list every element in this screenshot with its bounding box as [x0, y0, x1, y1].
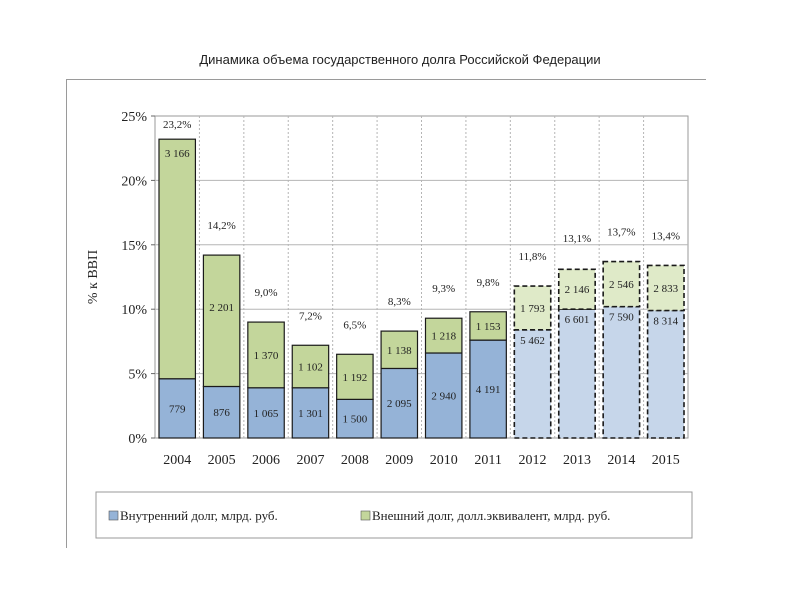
data-label-external: 3 166	[165, 148, 190, 160]
data-labels: 779 3 166 23,2% 876 2 201 14,2% 1 065 1 370 9,0%…	[163, 119, 680, 426]
y-tick-label: 20%	[121, 174, 147, 189]
bar-external	[291, 344, 330, 389]
bar-domestic	[424, 352, 463, 439]
data-label-domestic: 8 314	[653, 315, 678, 327]
y-tick-label: 25%	[121, 110, 147, 125]
data-label-domestic: 779	[169, 403, 186, 415]
data-label-domestic: 6 601	[565, 314, 590, 326]
bar-external	[336, 353, 374, 400]
data-label-external: 2 146	[565, 284, 590, 296]
grid	[155, 116, 688, 438]
legend-swatch-external	[360, 510, 371, 521]
data-label-domestic: 2 095	[387, 398, 412, 410]
bar-external	[646, 264, 685, 312]
x-tick-label: 2005	[208, 453, 236, 468]
x-tick-label: 2010	[430, 453, 458, 468]
data-label-domestic: 2 940	[431, 390, 456, 402]
data-label-external: 1 138	[387, 345, 412, 357]
data-label-total: 11,8%	[519, 251, 547, 263]
bar-external	[602, 260, 641, 308]
bar-domestic	[380, 367, 419, 439]
bar-domestic	[158, 378, 197, 439]
data-label-total: 23,2%	[163, 119, 191, 131]
x-tick-label: 2015	[652, 453, 680, 468]
bar-domestic	[557, 308, 596, 439]
data-label-total: 9,8%	[477, 277, 500, 289]
data-label-total: 9,0%	[255, 287, 278, 299]
legend-box	[95, 491, 693, 539]
bar-external	[202, 254, 241, 388]
bar-domestic	[646, 309, 685, 439]
bar-external	[247, 321, 285, 389]
data-label-external: 1 370	[254, 350, 279, 362]
left-divider	[66, 80, 67, 548]
data-label-domestic: 1 301	[298, 408, 323, 420]
data-label-domestic: 1 065	[254, 408, 279, 420]
y-tick-label: 0%	[128, 432, 147, 447]
data-label-domestic: 876	[213, 407, 230, 419]
x-tick-label: 2008	[341, 453, 369, 468]
bar-domestic	[291, 387, 330, 439]
x-tick-label: 2011	[474, 453, 501, 468]
legend-label-domestic: Внутренний долг, млрд. руб.	[120, 508, 278, 523]
data-label-total: 7,2%	[299, 310, 322, 322]
x-tick-label: 2012	[519, 453, 547, 468]
data-label-external: 1 218	[431, 331, 456, 343]
data-label-total: 6,5%	[343, 319, 366, 331]
data-label-external: 2 546	[609, 279, 634, 291]
data-label-total: 13,1%	[563, 233, 591, 245]
x-axis: 2004 2005 2006 2007 2008 2009 2010 2011 2012 2013…	[163, 453, 680, 468]
y-tick-label: 15%	[121, 239, 147, 254]
data-label-external: 2 833	[653, 283, 678, 295]
data-label-total: 9,3%	[432, 283, 455, 295]
x-tick-label: 2006	[252, 453, 280, 468]
data-label-domestic: 7 590	[609, 312, 634, 324]
bar-domestic	[202, 385, 241, 439]
bar-domestic	[602, 305, 641, 439]
bar-external	[557, 268, 596, 311]
data-label-external: 1 102	[298, 362, 323, 374]
chart-title: Динамика объема государственного долга Р…	[199, 52, 601, 67]
data-label-total: 13,7%	[607, 227, 635, 239]
bar-domestic	[247, 387, 285, 439]
legend-swatch-domestic	[108, 510, 119, 521]
bar-domestic	[469, 339, 507, 439]
y-axis: 0% 5% 10% 15% 20% 25%	[121, 110, 155, 447]
bar-external	[158, 138, 197, 380]
legend-label-external: Внешний долг, долл.эквивалент, млрд. руб…	[372, 508, 610, 523]
x-tick-label: 2004	[163, 453, 191, 468]
y-tick-label: 5%	[128, 368, 147, 383]
title-divider	[66, 79, 706, 80]
data-label-external: 1 192	[343, 372, 368, 384]
x-tick-label: 2014	[607, 453, 635, 468]
x-tick-label: 2013	[563, 453, 591, 468]
data-label-total: 14,2%	[207, 220, 235, 232]
data-label-external: 1 153	[476, 321, 501, 333]
data-label-domestic: 5 462	[520, 335, 545, 347]
data-label-total: 13,4%	[652, 230, 680, 242]
data-label-external: 1 793	[520, 303, 545, 315]
data-label-external: 2 201	[209, 302, 234, 314]
bar-external	[424, 317, 463, 354]
y-axis-label: % к ВВП	[86, 250, 101, 304]
data-label-domestic: 1 500	[343, 414, 368, 426]
y-tick-label: 10%	[121, 303, 147, 318]
x-tick-label: 2009	[385, 453, 413, 468]
x-tick-label: 2007	[296, 453, 324, 468]
bars	[158, 138, 685, 439]
bar-external	[469, 311, 507, 341]
bar-external	[513, 285, 552, 331]
data-label-total: 8,3%	[388, 296, 411, 308]
bar-external	[380, 330, 419, 370]
data-label-domestic: 4 191	[476, 384, 501, 396]
